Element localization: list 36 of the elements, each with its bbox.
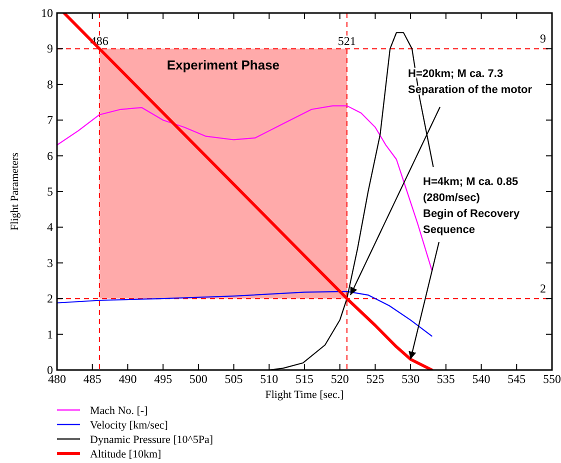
- x-axis-title: Flight Time [sec.]: [265, 389, 344, 401]
- y-tick-label: 3: [47, 256, 53, 270]
- ref-line-label: 521: [338, 34, 356, 48]
- x-tick-label: 485: [83, 372, 102, 386]
- y-tick-label: 9: [47, 42, 53, 56]
- band-label: Experiment Phase: [166, 58, 280, 73]
- x-tick-label: 550: [543, 372, 561, 386]
- y-tick-label: 5: [47, 184, 53, 198]
- y-tick-label: 10: [41, 6, 53, 20]
- legend-label: Altitude [10km]: [90, 448, 162, 460]
- x-tick-label: 530: [402, 372, 420, 386]
- x-tick-label: 545: [508, 372, 526, 386]
- x-tick-label: 515: [296, 372, 314, 386]
- y-tick-label: 8: [47, 77, 53, 92]
- legend-label: Mach No. [-]: [90, 405, 148, 417]
- y-tick-label: 1: [47, 327, 53, 342]
- line-series: [57, 290, 432, 337]
- ref-line-label: 2: [540, 282, 546, 296]
- x-tick-label: 500: [189, 372, 208, 386]
- annotation: H=4km; M ca. 0.85 (280m/sec) Begin of Recovery Sequence: [423, 176, 520, 236]
- x-tick-label: 520: [330, 372, 349, 386]
- y-tick-label: 7: [47, 113, 53, 128]
- x-tick-label: 510: [260, 372, 278, 386]
- y-tick-label: 2: [47, 292, 53, 306]
- y-tick-label: 6: [47, 148, 53, 163]
- ref-line-label: 9: [540, 32, 546, 46]
- x-tick-label: 525: [366, 372, 384, 386]
- x-tick-label: 505: [224, 372, 243, 386]
- legend-label: Velocity [km/sec]: [90, 420, 168, 432]
- y-axis-title: Flight Parameters: [9, 152, 21, 230]
- x-tick-label: 490: [118, 372, 137, 386]
- y-tick-label: 4: [47, 220, 53, 234]
- x-tick-label: 495: [154, 372, 172, 386]
- x-tick-label: 540: [472, 372, 490, 386]
- legend-label: Dynamic Pressure [10^5Pa]: [90, 434, 214, 446]
- x-tick-label: 535: [436, 372, 455, 386]
